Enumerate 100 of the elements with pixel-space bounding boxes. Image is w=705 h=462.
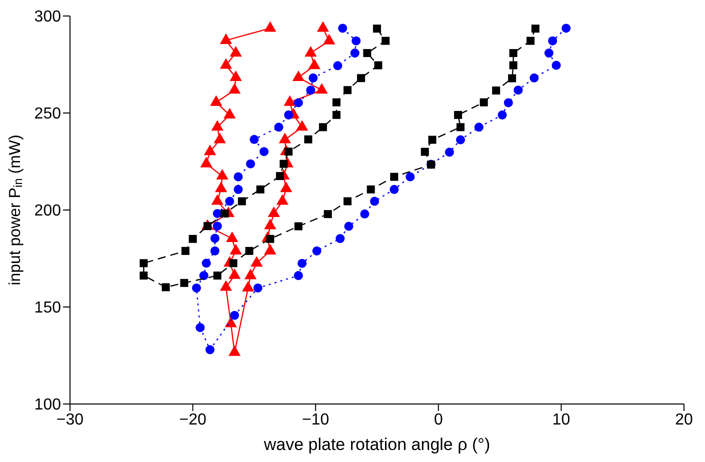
point (474, 122, 484, 132)
point (306, 86, 316, 95)
point (246, 159, 256, 168)
point (225, 196, 234, 206)
point (268, 206, 280, 217)
point (332, 98, 340, 106)
point (212, 222, 222, 231)
point (276, 194, 289, 205)
point (228, 345, 241, 356)
point (228, 268, 241, 279)
point (284, 95, 296, 106)
point (140, 272, 148, 280)
point (316, 83, 328, 94)
point (544, 48, 554, 58)
y-tick-label: 100 (34, 396, 62, 414)
point (234, 172, 243, 182)
point (210, 95, 222, 106)
y-tick-label: 300 (34, 8, 62, 26)
point (230, 70, 242, 82)
point (205, 345, 215, 354)
point (294, 222, 302, 230)
point (344, 86, 352, 94)
point (162, 283, 170, 292)
point (278, 132, 291, 144)
point (230, 310, 240, 320)
point (220, 209, 229, 218)
point (298, 258, 307, 268)
point (210, 234, 220, 243)
point (296, 120, 308, 131)
x-tick-label: 10 (552, 411, 570, 428)
point (220, 33, 232, 44)
point (204, 144, 216, 156)
point (260, 147, 269, 156)
point (253, 283, 262, 292)
point (266, 234, 274, 243)
x-tick-label: −10 (302, 411, 330, 428)
x-tick-label: 20 (675, 411, 693, 428)
point (352, 36, 361, 46)
x-tick-label: 0 (434, 411, 443, 428)
point (274, 122, 284, 132)
point (562, 24, 571, 33)
point (480, 98, 488, 106)
point (363, 49, 372, 58)
point (229, 259, 238, 268)
point (509, 49, 518, 58)
point (188, 234, 197, 243)
x-tick-label: −20 (179, 411, 206, 428)
point (350, 48, 360, 58)
point (456, 123, 465, 132)
point (230, 244, 242, 254)
point (420, 148, 429, 156)
y-tick-label: 200 (34, 202, 62, 220)
point (406, 172, 415, 182)
point (276, 172, 284, 180)
point (280, 160, 288, 168)
point (220, 280, 232, 291)
point (196, 323, 205, 332)
point (508, 74, 516, 82)
point (211, 194, 224, 205)
point (492, 86, 500, 94)
point (382, 36, 390, 45)
point (216, 169, 228, 180)
point (336, 234, 345, 244)
point (230, 46, 242, 57)
point (360, 209, 370, 218)
point (333, 61, 342, 70)
point (226, 232, 238, 242)
point (316, 21, 330, 32)
point (498, 110, 507, 120)
point (180, 278, 188, 287)
point (181, 246, 190, 255)
point (210, 246, 220, 256)
point (366, 185, 375, 194)
point (214, 132, 226, 144)
y-tick-label: 250 (34, 106, 62, 123)
point (454, 110, 462, 119)
point (211, 120, 224, 131)
point (202, 258, 211, 268)
point (220, 58, 232, 69)
point (504, 98, 513, 108)
point (304, 46, 317, 57)
point (228, 83, 241, 94)
point (390, 172, 398, 181)
point (344, 222, 354, 231)
point (324, 210, 332, 218)
point (213, 272, 222, 280)
point (312, 246, 322, 256)
point (264, 21, 276, 32)
y-tick-label: 150 (34, 300, 62, 317)
point (444, 148, 454, 157)
point (200, 156, 212, 168)
point (256, 185, 264, 194)
point (509, 61, 518, 70)
point (224, 108, 236, 118)
point (338, 24, 348, 33)
point (332, 110, 340, 119)
point (304, 135, 312, 144)
point (250, 256, 263, 267)
point (242, 280, 254, 292)
point (280, 182, 292, 192)
